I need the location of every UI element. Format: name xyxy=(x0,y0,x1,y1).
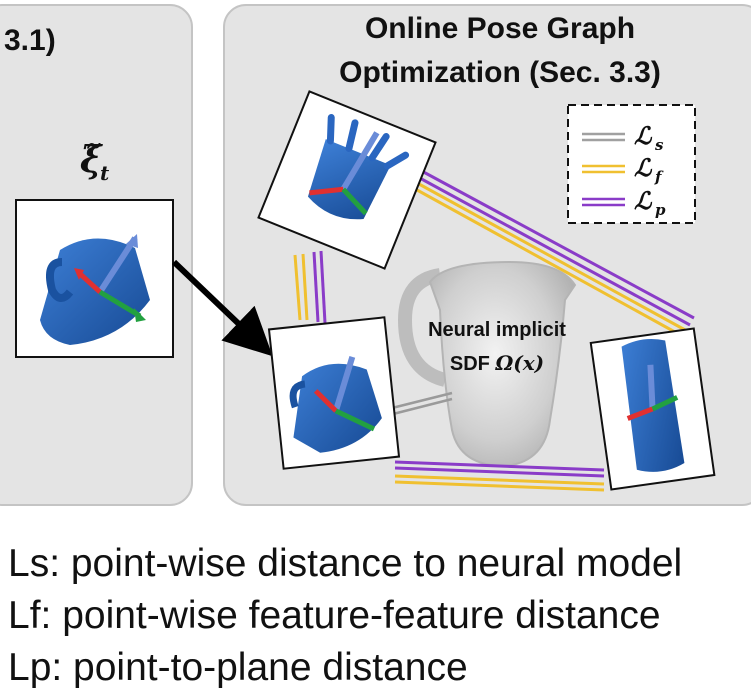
caption-ls: Ls: point-wise distance to neural model xyxy=(8,542,683,585)
panel-title-line1: Online Pose Graph xyxy=(365,12,635,45)
legend-subscript-lf: f xyxy=(654,168,664,186)
legend-subscript-lp: p xyxy=(655,201,666,219)
current-frame-image xyxy=(15,199,174,358)
left-section-label: 3.1) xyxy=(4,24,56,57)
loss-legend: ℒ s ℒ f ℒ p xyxy=(567,104,696,224)
legend-symbol-lp: ℒ xyxy=(634,186,653,215)
left-panel: 3.1) ξ̃ t xyxy=(0,4,193,506)
caption-lf: Lf: point-wise feature-feature distance xyxy=(8,594,661,637)
sdf-math: Ω(x) xyxy=(494,351,544,375)
keyframe-right xyxy=(589,327,716,491)
pose-symbol-xi: ξ̃ xyxy=(80,139,103,181)
legend-item-lf: ℒ f xyxy=(582,153,664,186)
pose-symbol: ξ̃ t xyxy=(80,139,110,185)
legend-symbol-lf: ℒ xyxy=(634,153,653,182)
keyframe-bottom-left xyxy=(267,316,401,470)
panel-title-line2: Optimization (Sec. 3.3) xyxy=(339,56,661,89)
pose-graph-figure: 3.1) ξ̃ t Online Pose Graph Optimizati xyxy=(0,4,751,506)
pitcher-object xyxy=(40,238,150,345)
edge-neural xyxy=(391,391,453,416)
sdf-text: SDF xyxy=(450,353,496,375)
legend-item-ls: ℒ s xyxy=(582,121,664,154)
edge-top-right xyxy=(404,160,695,339)
graph-edges xyxy=(293,160,695,492)
legend-subscript-ls: s xyxy=(655,136,664,154)
legend-item-lp: ℒ p xyxy=(582,186,666,219)
legend-symbol-ls: ℒ xyxy=(634,121,653,150)
pose-symbol-subscript: t xyxy=(100,161,110,185)
caption-lp: Lp: point-to-plane distance xyxy=(8,646,468,689)
edge-bottom xyxy=(394,460,605,492)
keyframe-top xyxy=(257,90,437,270)
neural-sdf-object: Neural implicit SDF Ω(x) xyxy=(397,260,577,468)
sdf-label: SDF Ω(x) xyxy=(450,351,544,375)
caption-list: Ls: point-wise distance to neural model … xyxy=(8,538,748,694)
neural-implicit-label: Neural implicit xyxy=(428,319,566,341)
edge-top-bottomleft xyxy=(293,250,327,324)
pose-axes xyxy=(74,234,146,322)
registration-arrow xyxy=(171,259,273,357)
